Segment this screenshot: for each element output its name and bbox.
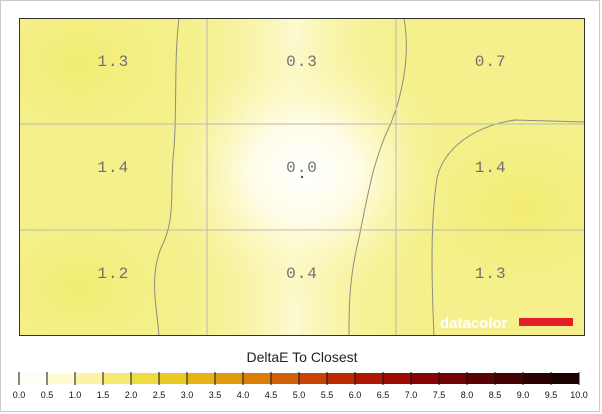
datacolor-logo: datacolor bbox=[440, 315, 573, 332]
scale-swatch bbox=[327, 373, 356, 384]
scale-swatch bbox=[243, 373, 272, 384]
heatmap-shading bbox=[154, 38, 454, 308]
scale-swatch bbox=[523, 373, 552, 384]
scale-tick-label: 8.5 bbox=[489, 390, 502, 400]
scale-swatch bbox=[411, 373, 440, 384]
cell-value-label: 1.4 bbox=[475, 159, 507, 177]
logo-text: datacolor bbox=[440, 315, 508, 332]
plot-border bbox=[19, 18, 585, 336]
scale-tick-label: 9.5 bbox=[545, 390, 558, 400]
heatmap-shading bbox=[19, 18, 209, 163]
scale-tick-label: 3.5 bbox=[209, 390, 222, 400]
scale-swatch bbox=[75, 373, 104, 384]
scale-tick-label: 2.0 bbox=[125, 390, 138, 400]
scale-tick-label: 7.0 bbox=[405, 390, 418, 400]
scale-swatch bbox=[131, 373, 160, 384]
cell-value-label: 1.4 bbox=[97, 159, 129, 177]
scale-title: DeltaE To Closest bbox=[246, 349, 358, 365]
scale-swatch bbox=[299, 373, 328, 384]
scale-swatch bbox=[383, 373, 412, 384]
scale-tick-label: 0.5 bbox=[41, 390, 54, 400]
scale-swatches bbox=[19, 373, 580, 384]
heatmap-shading bbox=[19, 198, 199, 336]
grid-lines bbox=[19, 18, 585, 336]
contour-lines bbox=[154, 18, 585, 336]
scale-swatch bbox=[467, 373, 496, 384]
cell-value-label: 1.3 bbox=[97, 53, 129, 71]
scale-ticks: 0.0 0.5 1.0 1.5 2.0 2.5 3.0 3.5 4.0 4.5 5.0 5.5 6.0 6… bbox=[13, 372, 588, 400]
scale-swatch bbox=[103, 373, 132, 384]
scale-tick-label: 2.5 bbox=[153, 390, 166, 400]
scale-swatch bbox=[47, 373, 76, 384]
scale-tick-label: 4.0 bbox=[237, 390, 250, 400]
scale-tick-label: 6.5 bbox=[377, 390, 390, 400]
cell-value-label: 0.0 bbox=[286, 159, 318, 177]
scale-tick-label: 0.0 bbox=[13, 390, 26, 400]
scale-swatch bbox=[215, 373, 244, 384]
scale-swatch bbox=[355, 373, 384, 384]
scale-swatch bbox=[19, 373, 48, 384]
scale-tick-label: 4.5 bbox=[265, 390, 278, 400]
scale-swatch bbox=[439, 373, 468, 384]
cell-value-label: 1.3 bbox=[475, 265, 507, 283]
scale-tick-label: 3.0 bbox=[181, 390, 194, 400]
scale-swatch bbox=[159, 373, 188, 384]
scale-tick-label: 10.0 bbox=[570, 390, 588, 400]
cell-value-label: 0.3 bbox=[286, 53, 318, 71]
scale-swatch bbox=[551, 373, 580, 384]
scale-swatch bbox=[187, 373, 216, 384]
color-scale: 0.0 0.5 1.0 1.5 2.0 2.5 3.0 3.5 4.0 4.5 5.0 5.5 6.0 6… bbox=[13, 372, 588, 400]
cell-value-label: 0.4 bbox=[286, 265, 318, 283]
logo-bar bbox=[519, 318, 573, 326]
scale-tick-label: 1.0 bbox=[69, 390, 82, 400]
scale-tick-label: 8.0 bbox=[461, 390, 474, 400]
cell-value-label: 1.2 bbox=[97, 265, 129, 283]
scale-swatch bbox=[271, 373, 300, 384]
center-marker bbox=[300, 175, 304, 179]
cell-labels: 1.3 0.3 0.7 1.4 0.0 1.4 1.2 0.4 1.3 bbox=[97, 53, 507, 283]
scale-tick-label: 1.5 bbox=[97, 390, 110, 400]
scale-tick-label: 9.0 bbox=[517, 390, 530, 400]
cell-value-label: 0.7 bbox=[475, 53, 507, 71]
scale-tick-label: 5.0 bbox=[293, 390, 306, 400]
scale-tick-label: 5.5 bbox=[321, 390, 334, 400]
heatmap-plot: 1.3 0.3 0.7 1.4 0.0 1.4 1.2 0.4 1.3 datacolor bbox=[19, 18, 585, 336]
scale-tick-label: 6.0 bbox=[349, 390, 362, 400]
scale-tick-label: 7.5 bbox=[433, 390, 446, 400]
scale-swatch bbox=[495, 373, 524, 384]
